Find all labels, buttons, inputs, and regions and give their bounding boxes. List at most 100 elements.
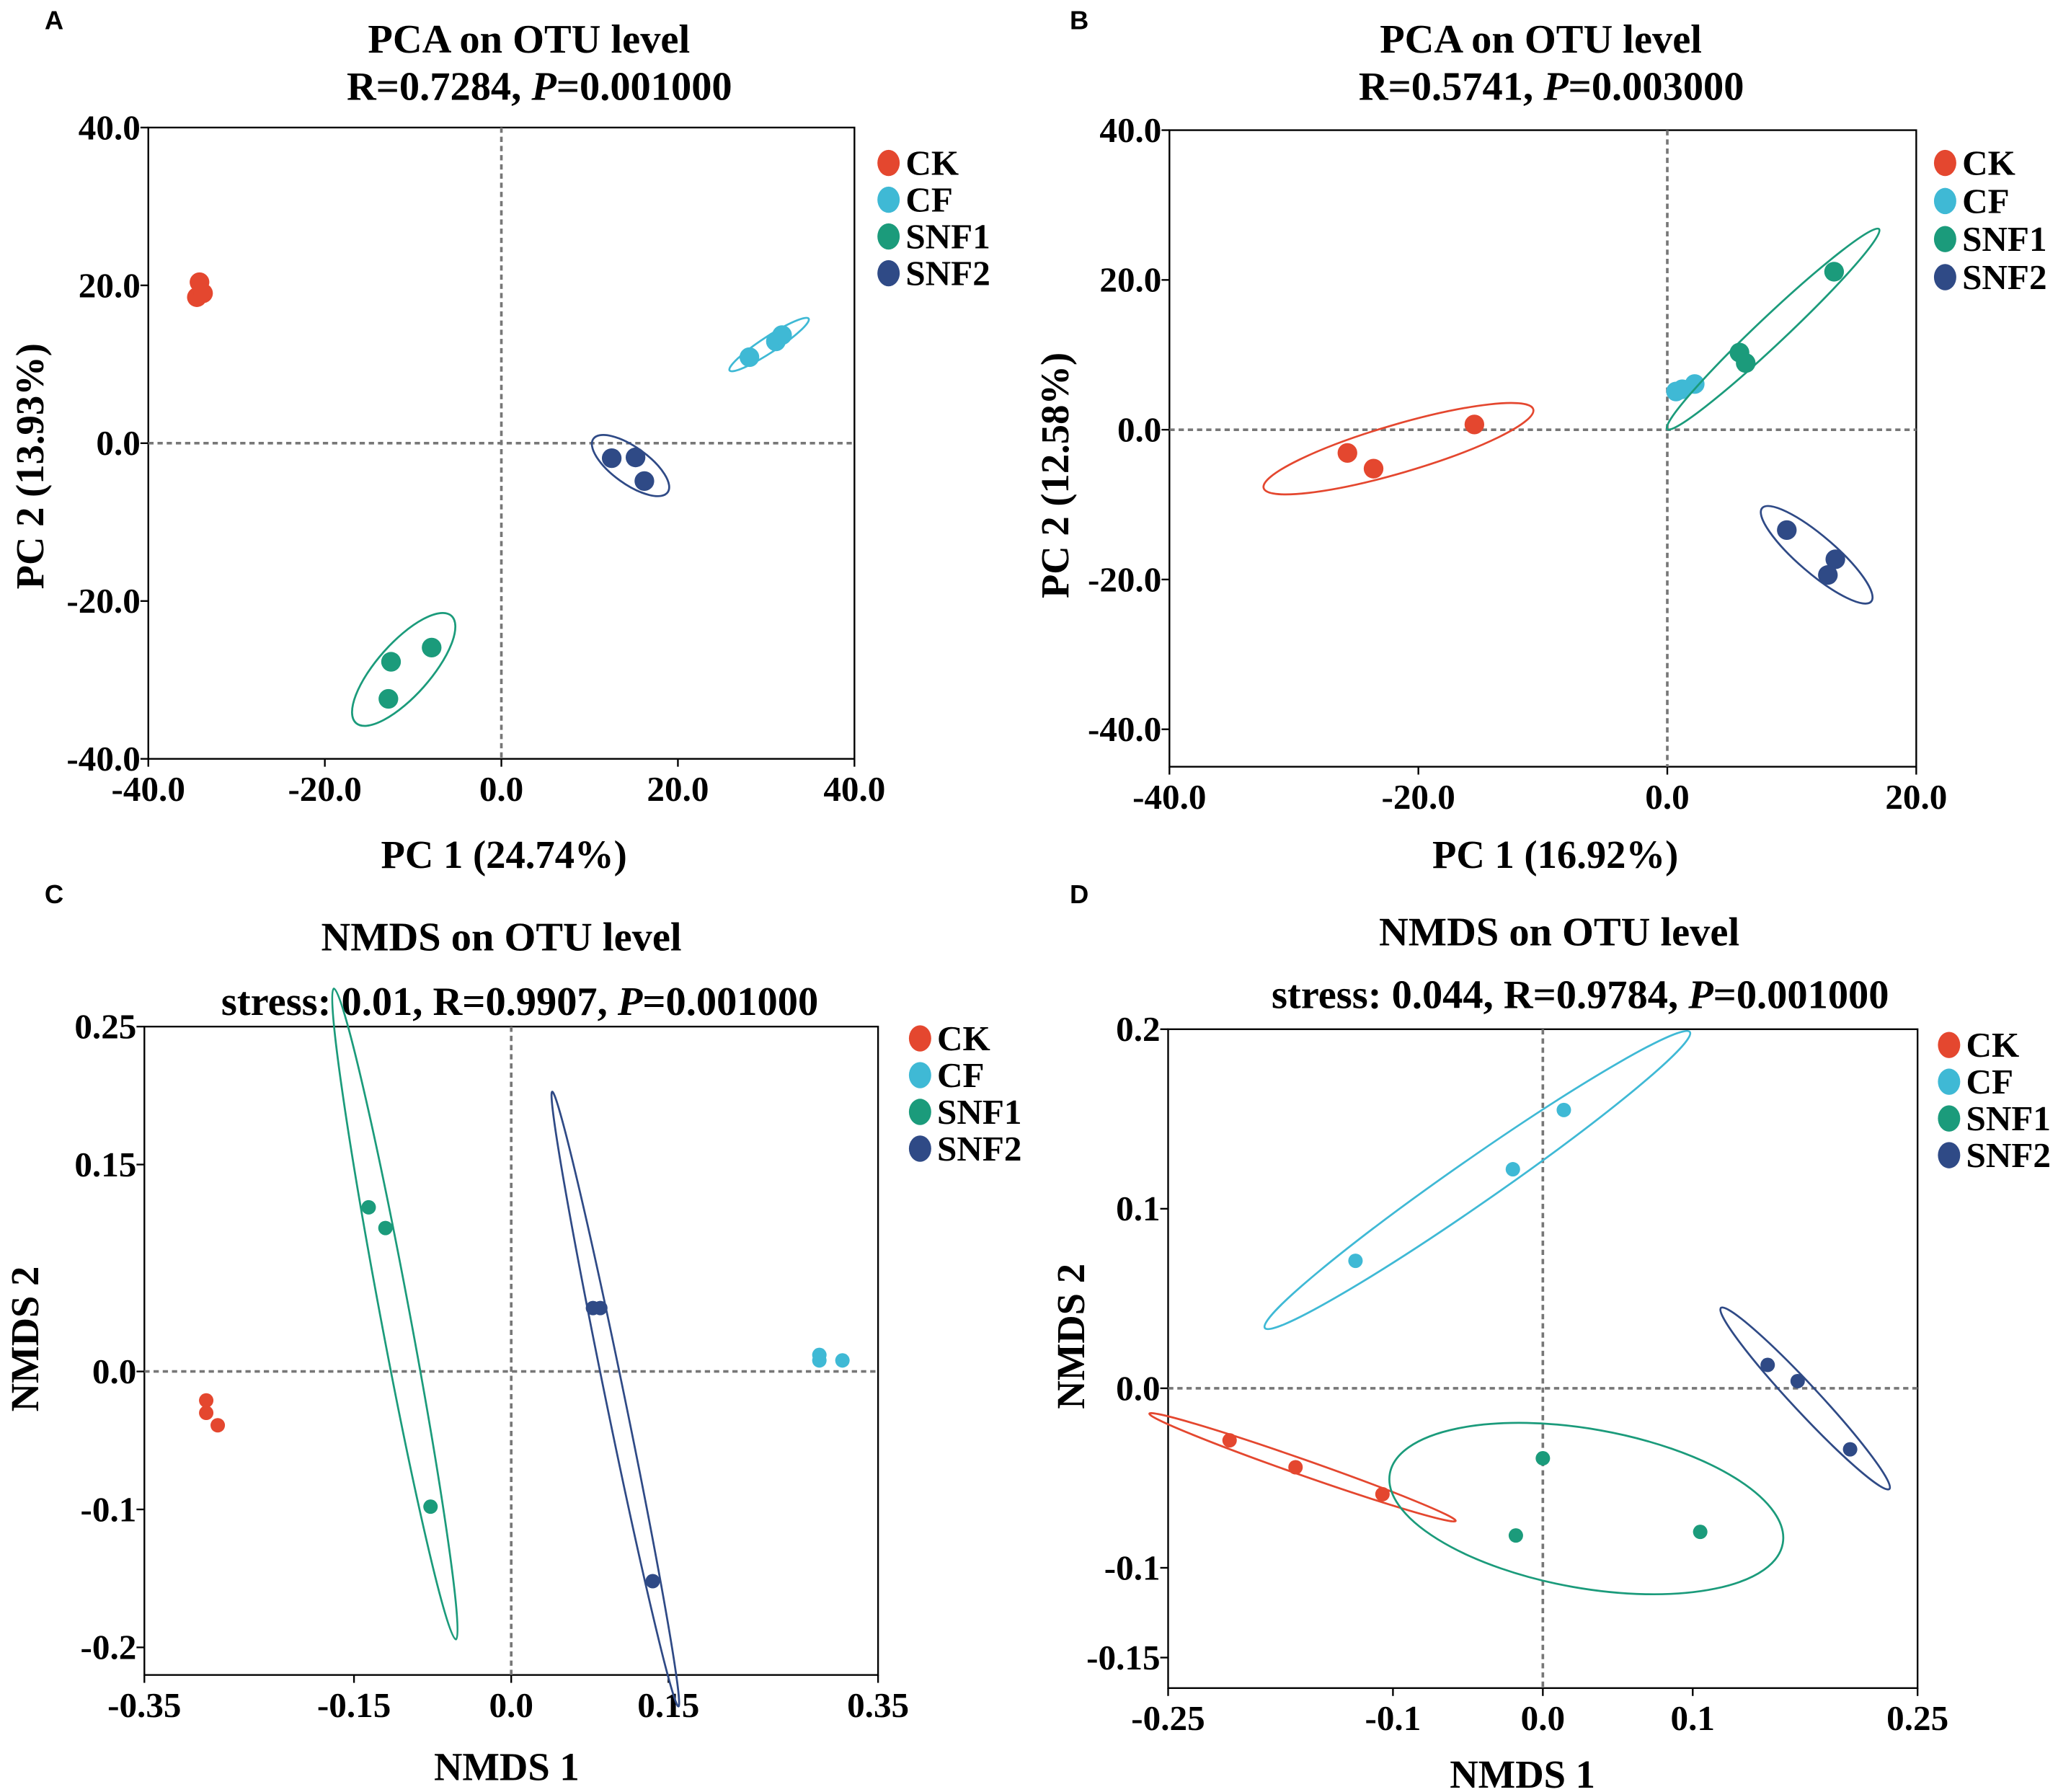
point-cf	[1556, 1102, 1571, 1117]
x-tick-label: -0.15	[317, 1685, 391, 1725]
x-axis-label: PC 1 (24.74%)	[381, 833, 627, 877]
chart-title: PCA on OTU level	[1380, 17, 1702, 62]
subtitle-suffix: =0.001000	[642, 980, 818, 1024]
x-tick-label: -20.0	[288, 769, 361, 809]
x-axis-label: PC 1 (16.92%)	[1432, 833, 1678, 877]
point-snf1	[1693, 1525, 1708, 1540]
point-cf	[772, 325, 792, 345]
legend-label: CF	[1966, 1062, 2014, 1101]
legend-marker-cf	[1938, 1068, 1961, 1095]
ellipse-snf1	[351, 611, 457, 727]
legend-label: SNF1	[1966, 1099, 2051, 1138]
legend-label: CK	[937, 1019, 990, 1058]
x-tick-label: 0.35	[847, 1685, 909, 1725]
point-cf	[1505, 1162, 1520, 1177]
y-tick-label: -0.1	[81, 1489, 137, 1529]
y-tick-label: -40.0	[66, 739, 140, 779]
legend-marker-cf	[877, 186, 900, 213]
y-tick-label: -20.0	[66, 581, 140, 621]
point-snf1	[1508, 1528, 1523, 1543]
x-tick-label: 40.0	[823, 769, 885, 809]
x-axis-label: NMDS 1	[1450, 1752, 1595, 1792]
ellipse-ck	[1148, 1412, 1457, 1523]
x-tick-label: -20.0	[1381, 777, 1455, 817]
legend-marker-snf1	[908, 1099, 931, 1125]
legend-marker-ck	[1933, 149, 1956, 177]
x-tick-label: 0.1	[1671, 1698, 1715, 1738]
point-ck	[1337, 443, 1357, 463]
point-snf2	[1777, 520, 1797, 541]
legend-label: CK	[1962, 143, 2015, 182]
legend-label: SNF2	[1966, 1135, 2051, 1175]
point-ck	[1375, 1486, 1390, 1502]
subtitle-italic: P	[617, 980, 643, 1024]
subtitle-italic: P	[1687, 973, 1713, 1018]
point-ck	[199, 1393, 214, 1408]
point-snf2	[1790, 1373, 1805, 1388]
panel-c: C NMDS on OTU level stress: 0.01, R=0.99…	[3, 879, 818, 1788]
y-tick-label: 0.0	[1116, 1368, 1160, 1408]
panel-d: D NMDS on OTU level stress: 0.044, R=0.9…	[1049, 879, 1889, 1792]
point-snf2	[626, 447, 646, 468]
point-ck	[199, 1406, 214, 1421]
point-cf	[812, 1353, 827, 1368]
y-tick-label: 40.0	[1099, 110, 1161, 150]
y-tick-label: -40.0	[1088, 709, 1161, 749]
panel-letter: D	[1070, 879, 1088, 909]
legend-marker-ck	[877, 149, 900, 177]
point-snf1	[1736, 353, 1756, 373]
legend-label: SNF2	[1962, 257, 2046, 297]
y-tick-label: 20.0	[79, 265, 141, 305]
subtitle-italic: P	[531, 65, 556, 110]
chart-subtitle: R=0.7284, P=0.001000	[347, 65, 732, 110]
plot-area-d: -0.25 -0.1 0.0 0.1 0.25 0.2 0.1 0.0 -0.1 -0.15 CKC…	[1086, 1009, 2051, 1738]
ellipse-snf1	[1665, 227, 1881, 431]
subtitle-suffix: =0.001000	[556, 65, 732, 110]
plot-area-a: -40.0 -20.0 0.0 20.0 40.0 40.0 20.0 0.0 -20.0 -40…	[66, 107, 990, 809]
point-ck	[1363, 458, 1384, 479]
point-cf	[1348, 1254, 1363, 1269]
chart-subtitle: stress: 0.01, R=0.9907, P=0.001000	[221, 980, 818, 1024]
point-snf2	[1818, 565, 1838, 585]
point-snf2	[593, 1300, 608, 1316]
point-snf1	[423, 1499, 438, 1514]
subtitle-prefix: R=0.7284,	[347, 65, 531, 110]
point-snf2	[1842, 1442, 1858, 1457]
y-tick-label: 40.0	[79, 107, 141, 147]
legend-marker-snf2	[1938, 1142, 1961, 1168]
y-tick-label: 0.0	[92, 1352, 136, 1391]
x-tick-label: -0.25	[1131, 1698, 1205, 1738]
chart-title: NMDS on OTU level	[321, 915, 681, 960]
panel-a: A PCA on OTU level R=0.7284, P=0.001000 …	[8, 5, 732, 876]
plot-frame	[1168, 129, 1917, 768]
panel-b: B PCA on OTU level R=0.5741, P=0.003000 …	[1033, 5, 1744, 876]
subtitle-prefix: stress: 0.044, R=0.9784,	[1272, 973, 1688, 1018]
legend-marker-snf1	[877, 223, 900, 250]
legend-label: SNF2	[905, 253, 990, 293]
y-tick-label: 0.2	[1116, 1009, 1160, 1049]
x-tick-label: -0.1	[1365, 1698, 1421, 1738]
legend-marker-ck	[1938, 1032, 1961, 1058]
ellipse-snf1	[1388, 1421, 1785, 1596]
subtitle-suffix: =0.001000	[1713, 973, 1889, 1018]
point-cf	[835, 1353, 850, 1368]
chart-title: NMDS on OTU level	[1379, 910, 1739, 954]
legend-marker-snf2	[877, 260, 900, 287]
x-tick-label: 0.25	[1886, 1698, 1948, 1738]
legend-label: CK	[905, 143, 959, 182]
x-tick-label: 0.0	[1521, 1698, 1565, 1738]
legend-label: SNF1	[1962, 219, 2046, 259]
point-snf1	[1824, 262, 1845, 282]
ellipse-cf	[1263, 1029, 1692, 1331]
point-snf1	[1535, 1451, 1551, 1466]
y-tick-label: 0.0	[96, 423, 140, 463]
legend-label: CF	[937, 1055, 985, 1095]
point-ck	[210, 1418, 226, 1433]
legend-label: SNF2	[937, 1129, 1021, 1168]
y-tick-label: -20.0	[1088, 559, 1161, 599]
point-snf2	[1825, 549, 1845, 569]
point-snf1	[381, 652, 402, 672]
plot-area-b: -40.0 -20.0 0.0 20.0 40.0 20.0 0.0 -20.0 -40.0 CK…	[1088, 110, 2047, 817]
x-tick-label: -40.0	[112, 769, 185, 809]
